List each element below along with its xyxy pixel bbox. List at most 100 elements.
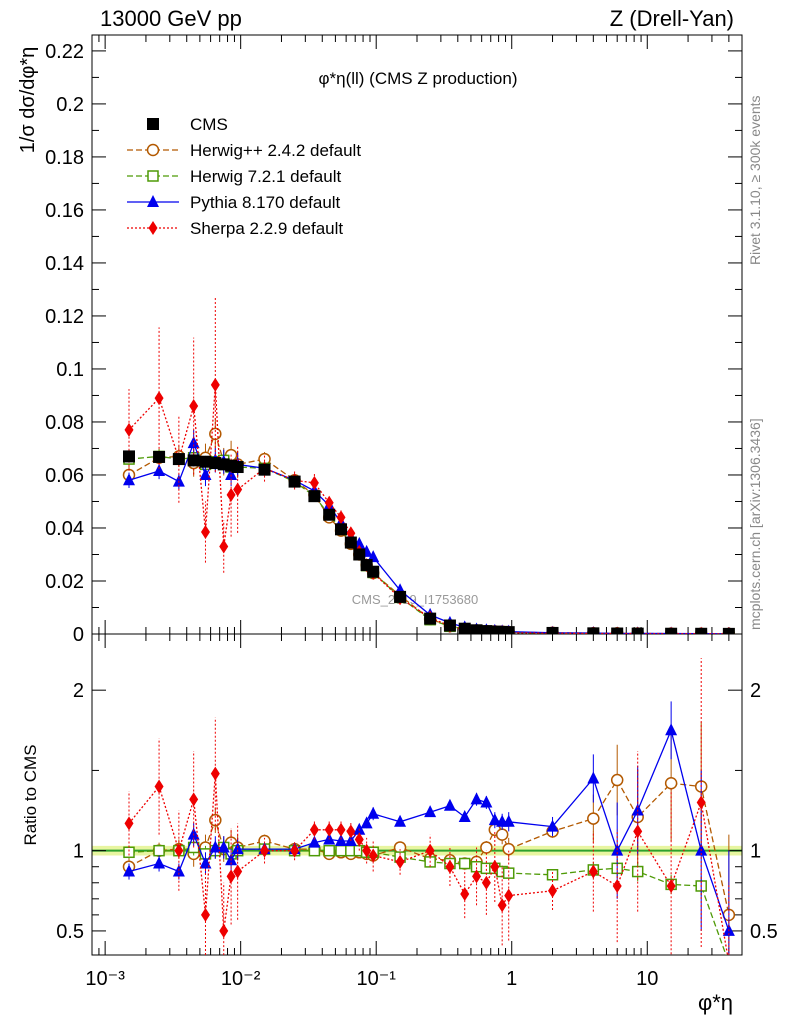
- ratio-point-herwig-2-4-2-default: [587, 812, 600, 825]
- data-point-cms: [288, 475, 301, 488]
- data-point-cms: [546, 626, 559, 634]
- ratio-point-herwig-7-2-1-default: [458, 857, 471, 870]
- data-point-sherpa-2-2-9-default: [124, 422, 134, 437]
- ratio-point-pythia-8-170-default: [360, 816, 373, 829]
- ratio-point-herwig-7-2-1-default: [123, 846, 135, 859]
- data-point-sherpa-2-2-9-default: [336, 510, 346, 525]
- y-tick-label-main: 0.06: [45, 465, 84, 487]
- y-tick-label-main: 0.22: [45, 41, 84, 63]
- x-tick-label: 10⁻¹: [356, 968, 396, 990]
- ratio-point-pythia-8-170-default: [631, 803, 644, 816]
- y-tick-label-main: 0.02: [45, 571, 84, 593]
- ratio-point-pythia-8-170-default: [587, 771, 600, 784]
- legend-marker-pythia-8-170-default: [147, 195, 159, 207]
- ratio-point-herwig-7-2-1-default: [502, 867, 515, 879]
- ratio-point-herwig-2-4-2-default: [664, 777, 678, 790]
- ratio-point-sherpa-2-2-9-default: [309, 822, 319, 837]
- ratio-point-herwig-2-4-2-default: [480, 841, 493, 854]
- ratio-point-pythia-8-170-default: [217, 840, 230, 853]
- data-point-cms: [502, 626, 515, 634]
- ratio-point-pythia-8-170-default: [458, 809, 471, 822]
- ratio-point-sherpa-2-2-9-default: [219, 923, 229, 938]
- y-tick-label-ratio-left: 0.5: [56, 921, 84, 943]
- legend-marker-sherpa-2-2-9-default: [148, 221, 158, 235]
- ratio-point-herwig-2-4-2-default: [495, 828, 509, 841]
- data-point-cms: [722, 627, 735, 634]
- ratio-point-sherpa-2-2-9-default: [490, 859, 500, 874]
- data-point-sherpa-2-2-9-default: [210, 377, 220, 392]
- data-point-cms: [335, 523, 348, 536]
- data-point-cms: [587, 627, 600, 634]
- ratio-plot-area: [122, 658, 736, 968]
- ratio-point-sherpa-2-2-9-default: [226, 869, 236, 884]
- y-tick-label-main: 0: [73, 624, 84, 646]
- y-tick-label-ratio-left: 1: [73, 841, 84, 863]
- data-point-cms: [153, 450, 166, 463]
- main-plot-area: [122, 297, 736, 634]
- data-point-cms: [443, 619, 456, 632]
- ratio-point-herwig-2-4-2-default: [610, 773, 624, 787]
- ratio-point-pythia-8-170-default: [335, 834, 348, 847]
- data-point-cms: [344, 536, 357, 549]
- data-point-sherpa-2-2-9-default: [324, 495, 334, 510]
- ratio-point-sherpa-2-2-9-default: [612, 878, 622, 893]
- ratio-point-pythia-8-170-default: [488, 813, 501, 826]
- data-point-sherpa-2-2-9-default: [219, 539, 229, 554]
- ratio-point-sherpa-2-2-9-default: [588, 864, 598, 879]
- y-tick-label-main: 0.2: [56, 94, 84, 116]
- ratio-point-sherpa-2-2-9-default: [633, 824, 643, 839]
- ratio-point-sherpa-2-2-9-default: [481, 875, 491, 890]
- chart-title: φ*η(ll) (CMS Z production): [318, 69, 517, 88]
- ratio-line-sherpa-2-2-9-default: [128, 773, 729, 955]
- ratio-point-pythia-8-170-default: [394, 814, 407, 827]
- y-tick-label-main: 0.14: [45, 253, 84, 275]
- legend-label-cms: CMS: [190, 115, 228, 134]
- ratio-point-pythia-8-170-default: [308, 835, 321, 848]
- watermark: CMS_2019_I1753680: [352, 592, 479, 607]
- y-tick-label-main: 0.12: [45, 306, 84, 328]
- ratio-point-sherpa-2-2-9-default: [368, 848, 378, 863]
- y-tick-label-main: 0.1: [56, 359, 84, 381]
- data-point-cms: [631, 627, 644, 634]
- ratio-point-herwig-7-2-1-default: [724, 958, 734, 968]
- data-point-cms: [424, 612, 437, 625]
- data-point-cms: [611, 627, 624, 634]
- legend-label-herwig-7-2-1-default: Herwig 7.2.1 default: [190, 167, 341, 186]
- ratio-point-sherpa-2-2-9-default: [324, 822, 334, 837]
- x-tick-label: 10⁻²: [221, 968, 261, 990]
- data-point-cms: [231, 461, 244, 474]
- data-point-sherpa-2-2-9-default: [226, 487, 236, 502]
- legend-label-herwig-2-4-2-default: Herwig++ 2.4.2 default: [190, 141, 361, 160]
- y-tick-label-main: 0.08: [45, 412, 84, 434]
- ratio-point-sherpa-2-2-9-default: [395, 854, 405, 869]
- data-point-pythia-8-170-default: [172, 474, 185, 487]
- data-point-cms: [496, 625, 509, 634]
- data-point-cms: [480, 625, 493, 634]
- ratio-point-sherpa-2-2-9-default: [504, 888, 514, 903]
- legend-label-sherpa-2-2-9-default: Sherpa 2.2.9 default: [190, 219, 343, 238]
- data-point-pythia-8-170-default: [225, 467, 238, 480]
- data-point-cms: [172, 453, 185, 466]
- ratio-point-sherpa-2-2-9-default: [346, 824, 356, 839]
- data-point-herwig-2-4-2-default: [209, 427, 222, 441]
- data-point-cms: [323, 508, 336, 521]
- ratio-point-sherpa-2-2-9-default: [666, 878, 676, 893]
- ratio-point-sherpa-2-2-9-default: [696, 795, 706, 810]
- ratio-point-pythia-8-170-default: [123, 864, 136, 877]
- ratio-point-sherpa-2-2-9-default: [290, 843, 300, 858]
- data-point-sherpa-2-2-9-default: [200, 524, 210, 539]
- x-tick-label: 10: [636, 968, 658, 990]
- ratio-point-sherpa-2-2-9-default: [154, 779, 164, 794]
- ratio-point-pythia-8-170-default: [153, 856, 166, 869]
- data-point-cms: [367, 565, 380, 578]
- series-line-herwig-7-2-1-default: [128, 455, 729, 634]
- ratio-point-sherpa-2-2-9-default: [445, 859, 455, 874]
- ratio-point-sherpa-2-2-9-default: [548, 883, 558, 898]
- ratio-point-sherpa-2-2-9-default: [497, 898, 507, 913]
- y-tick-label-ratio-right: 0.5: [750, 921, 778, 943]
- data-point-cms: [458, 622, 471, 634]
- x-axis-title: φ*η: [698, 990, 733, 1015]
- ratio-point-herwig-2-4-2-default: [393, 841, 407, 854]
- ratio-point-pythia-8-170-default: [209, 840, 222, 853]
- ratio-point-pythia-8-170-default: [231, 842, 244, 855]
